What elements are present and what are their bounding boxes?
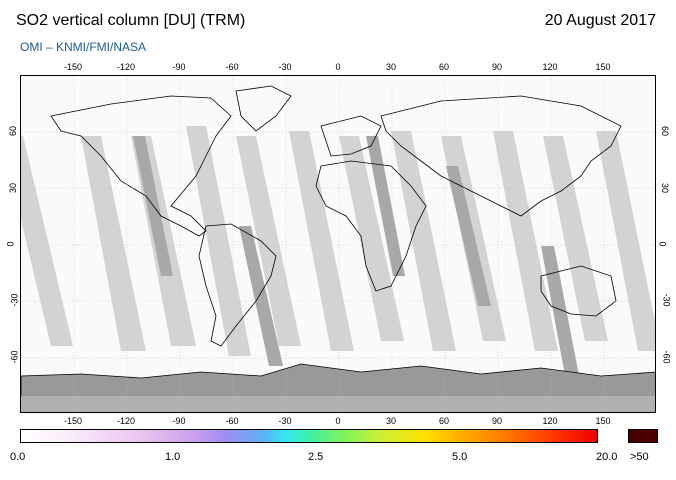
latitude-tick-label: -30: [9, 293, 20, 307]
longitude-tick-label: -120: [116, 62, 136, 72]
longitude-tick-label: 150: [595, 62, 611, 72]
map-canvas: [21, 76, 655, 412]
longitude-tick-label: 30: [385, 416, 397, 426]
latitude-tick-label: 0: [5, 241, 16, 247]
latitude-tick-label: -30: [661, 293, 672, 307]
map-title: SO2 vertical column [DU] (TRM): [16, 12, 246, 29]
longitude-tick-label: -60: [225, 416, 239, 426]
longitude-tick-label: 30: [385, 62, 397, 72]
latitude-tick-label: 30: [660, 182, 671, 193]
longitude-tick-label: 90: [491, 62, 503, 72]
colorbar-tick-label: 1.0: [165, 451, 181, 463]
longitude-tick-label: 60: [438, 416, 450, 426]
latitude-tick-label: 0: [657, 241, 668, 247]
longitude-tick-label: -30: [278, 416, 292, 426]
colorbar-tick-label: 5.0: [452, 451, 468, 463]
longitude-tick-label: 150: [595, 416, 611, 426]
latitude-tick-label: 30: [8, 182, 19, 193]
latitude-tick-label: 60: [8, 126, 19, 137]
map-date: 20 August 2017: [544, 12, 656, 29]
colorbar: [20, 429, 598, 443]
colorbar-over-swatch: [628, 429, 658, 443]
data-credit: OMI – KNMI/FMI/NASA: [20, 40, 147, 54]
colorbar-tick-label: 0.0: [10, 451, 26, 463]
longitude-tick-label: 120: [542, 62, 558, 72]
longitude-tick-label: -150: [63, 62, 83, 72]
latitude-tick-label: 60: [660, 126, 671, 137]
colorbar-over-label: >50: [630, 451, 649, 463]
longitude-tick-label: -90: [172, 416, 186, 426]
longitude-tick-label: -30: [278, 62, 292, 72]
graticule: [21, 76, 655, 412]
latitude-tick-label: -60: [661, 350, 672, 364]
longitude-tick-label: 120: [542, 416, 558, 426]
colorbar-tick-label: 20.0: [596, 451, 618, 463]
longitude-tick-label: -150: [63, 416, 83, 426]
latitude-tick-label: -60: [9, 350, 20, 364]
colorbar-tick-label: 2.5: [308, 451, 324, 463]
continent-outlines: [50, 85, 622, 347]
longitude-tick-label: 0: [335, 416, 341, 426]
longitude-tick-label: 60: [438, 62, 450, 72]
longitude-tick-label: 90: [491, 416, 503, 426]
longitude-tick-label: -60: [225, 62, 239, 72]
longitude-tick-label: 0: [335, 62, 341, 72]
world-map: [20, 75, 656, 413]
longitude-tick-label: -90: [172, 62, 186, 72]
longitude-tick-label: -120: [116, 416, 136, 426]
